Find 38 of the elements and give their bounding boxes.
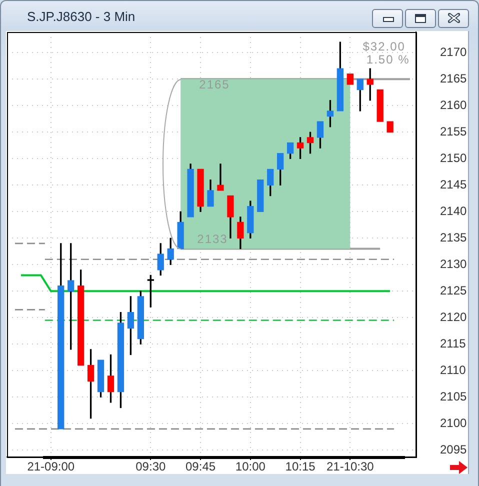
y-tick-label: 2130 bbox=[440, 256, 468, 271]
y-tick-label: 2165 bbox=[440, 71, 468, 86]
candlestick bbox=[187, 164, 194, 218]
y-tick-label: 2170 bbox=[440, 44, 468, 59]
annotation: $32.00 bbox=[362, 39, 406, 54]
y-tick-label: 2095 bbox=[440, 442, 468, 456]
candlestick bbox=[257, 180, 264, 212]
chart-title: S.JP.J8630 - 3 Min bbox=[27, 9, 136, 24]
x-tick-label: 21-09:00 bbox=[27, 460, 75, 474]
candlestick bbox=[346, 74, 354, 85]
y-tick-label: 2105 bbox=[440, 389, 468, 404]
annotation: 1.50 % bbox=[366, 52, 410, 66]
candlestick bbox=[376, 89, 384, 122]
y-tick-label: 2155 bbox=[440, 124, 468, 138]
y-tick-label: 2120 bbox=[440, 310, 468, 324]
x-tick-label: 09:45 bbox=[186, 460, 216, 474]
y-tick-label: 2115 bbox=[440, 336, 466, 350]
y-tick-label: 2140 bbox=[440, 204, 468, 218]
candlestick bbox=[207, 180, 214, 207]
y-tick-label: 2145 bbox=[440, 177, 468, 192]
x-tick-label: 21-10:30 bbox=[326, 460, 374, 474]
x-tick-label: 10:15 bbox=[285, 460, 316, 474]
y-tick-label: 2110 bbox=[440, 362, 466, 377]
annotation: 2133 bbox=[197, 232, 228, 246]
y-tick-label: 2125 bbox=[440, 283, 468, 298]
annotation: 2165 bbox=[199, 77, 230, 92]
candlestick bbox=[197, 168, 204, 212]
x-tick-label: 10:00 bbox=[235, 460, 266, 474]
candlestick bbox=[177, 211, 184, 250]
y-tick-label: 2160 bbox=[440, 98, 468, 112]
candlestick bbox=[237, 216, 244, 250]
x-tick-label: 09:30 bbox=[136, 460, 166, 474]
candlestick bbox=[217, 164, 224, 191]
candlestick bbox=[227, 195, 234, 238]
y-tick-label: 2135 bbox=[440, 230, 468, 244]
y-tick-label: 2150 bbox=[440, 150, 468, 165]
candlestick bbox=[386, 121, 394, 132]
y-tick-label: 2100 bbox=[440, 416, 468, 430]
